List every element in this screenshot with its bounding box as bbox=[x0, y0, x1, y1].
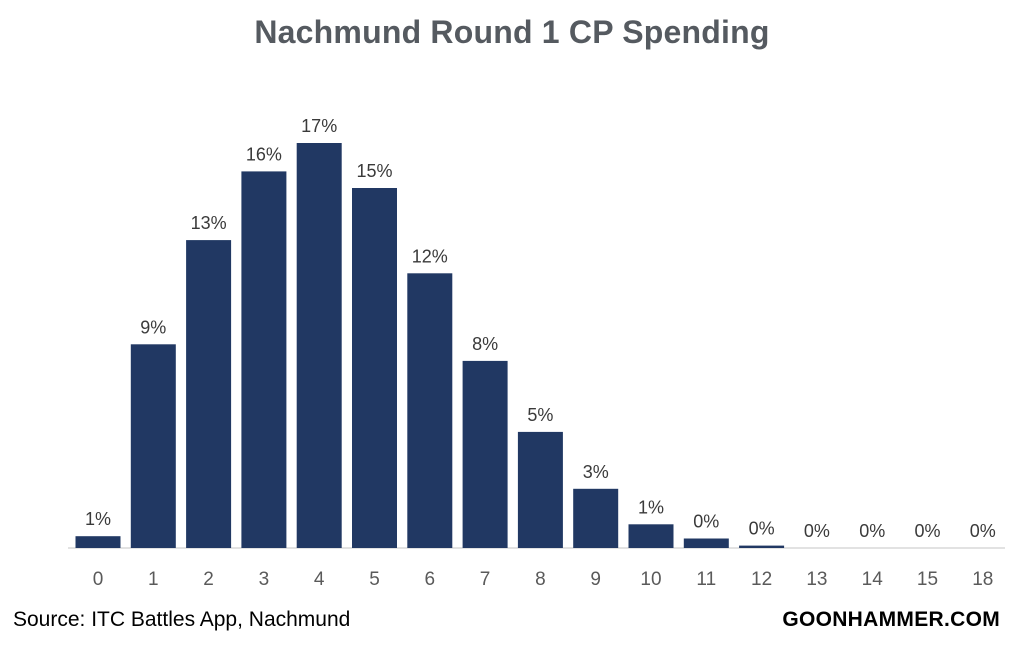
brand-label: GOONHAMMER.COM bbox=[782, 608, 1000, 631]
data-label-8: 5% bbox=[527, 405, 553, 425]
bar-9 bbox=[573, 488, 619, 548]
data-label-9: 3% bbox=[583, 462, 609, 482]
x-tick-label-6: 6 bbox=[425, 569, 436, 590]
data-label-1: 9% bbox=[140, 317, 166, 337]
bar-8 bbox=[517, 431, 563, 548]
x-tick-label-18: 18 bbox=[972, 569, 993, 590]
bar-6 bbox=[407, 273, 453, 548]
x-tick-label-7: 7 bbox=[480, 569, 491, 590]
data-label-2: 13% bbox=[191, 213, 227, 233]
data-labels-group: 1% 9% 13% 16% 17% 15% 12% 8% 5% 3% 1% 0% 0% 0% 0% 0% 0% bbox=[85, 116, 996, 541]
x-tick-label-0: 0 bbox=[93, 569, 104, 590]
bars-group bbox=[75, 143, 785, 548]
x-tick-label-1: 1 bbox=[148, 569, 159, 590]
x-tick-label-15: 15 bbox=[917, 569, 938, 590]
data-label-15: 0% bbox=[914, 521, 940, 541]
data-label-7: 8% bbox=[472, 334, 498, 354]
data-label-6: 12% bbox=[412, 246, 448, 266]
source-note: Source: ITC Battles App, Nachmund bbox=[13, 608, 351, 631]
bar-chart: 1%9%13%16%17%15%12%8%5%3%1%0% 0% 0% 0% 0% 0% … bbox=[68, 116, 1005, 590]
x-tick-label-12: 12 bbox=[751, 569, 772, 590]
bar-2 bbox=[186, 240, 232, 548]
bar-3 bbox=[241, 171, 287, 548]
x-tick-label-10: 10 bbox=[640, 569, 661, 590]
x-tick-label-8: 8 bbox=[535, 569, 546, 590]
x-tick-label-5: 5 bbox=[369, 569, 380, 590]
x-tick-label-11: 11 bbox=[696, 569, 716, 590]
data-label-3: 16% bbox=[246, 144, 282, 164]
tick-labels-group: 0 1 2 3 4 5 6 7 8 9 10 11 12 13 14 15 18 bbox=[93, 569, 994, 590]
data-label-0: 1% bbox=[85, 509, 111, 529]
x-tick-label-4: 4 bbox=[314, 569, 325, 590]
bar-7 bbox=[462, 360, 508, 548]
data-label-4: 17% bbox=[301, 116, 337, 136]
x-tick-label-2: 2 bbox=[203, 569, 214, 590]
bar-0 bbox=[75, 536, 121, 548]
bar-10 bbox=[628, 524, 674, 548]
x-tick-label-9: 9 bbox=[590, 569, 601, 590]
data-label-18: 0% bbox=[970, 521, 996, 541]
chart-title: Nachmund Round 1 CP Spending bbox=[254, 14, 770, 50]
x-tick-label-14: 14 bbox=[862, 569, 884, 590]
data-label-12: 0% bbox=[749, 519, 775, 539]
data-label-5: 15% bbox=[356, 161, 392, 181]
x-tick-label-3: 3 bbox=[259, 569, 270, 590]
bar-5 bbox=[352, 188, 397, 548]
data-label-11: 0% bbox=[693, 512, 719, 532]
bar-1 bbox=[130, 344, 176, 548]
data-label-13: 0% bbox=[804, 521, 830, 541]
bar-11 bbox=[683, 538, 729, 548]
bar-4 bbox=[296, 143, 342, 548]
data-label-10: 1% bbox=[638, 497, 664, 517]
x-tick-label-13: 13 bbox=[806, 569, 827, 590]
bar-12 bbox=[739, 545, 785, 548]
data-label-14: 0% bbox=[859, 521, 885, 541]
